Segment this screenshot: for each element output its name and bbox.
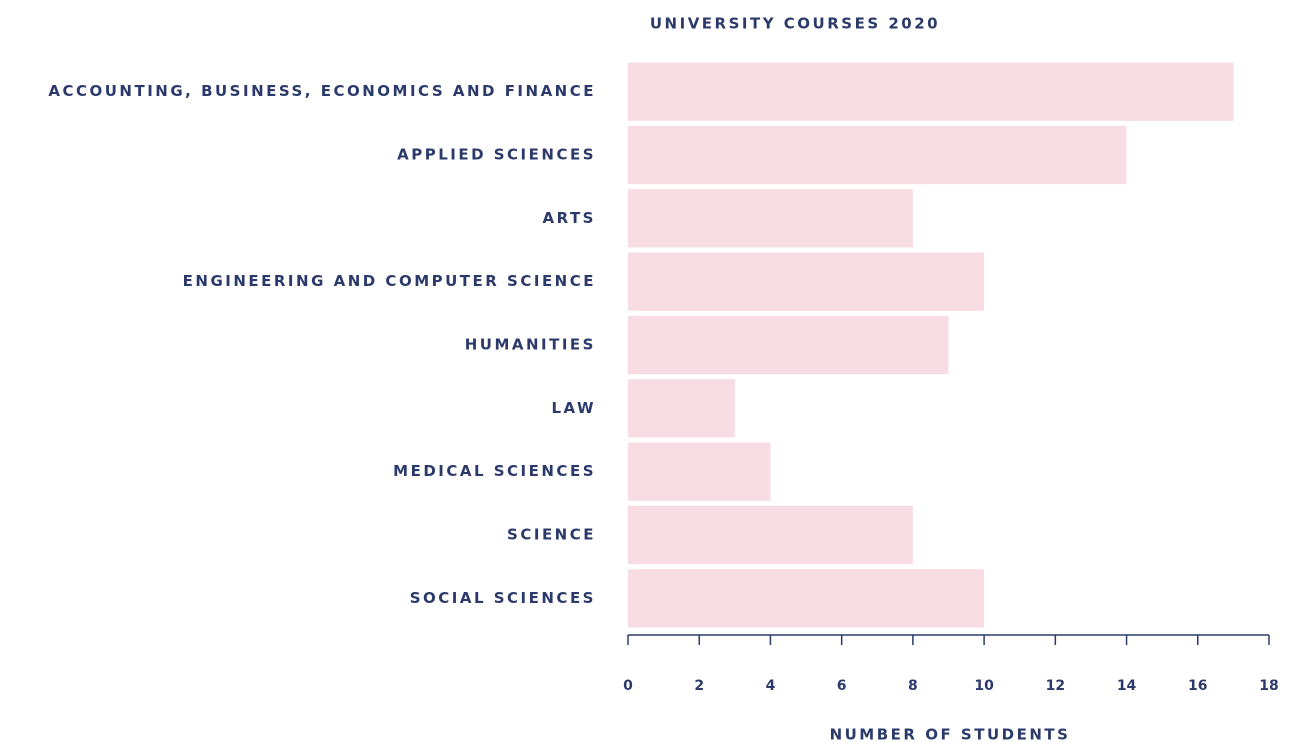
bar <box>628 252 985 311</box>
x-tick-label: 6 <box>837 678 847 694</box>
chart-title: UNIVERSITY COURSES 2020 <box>650 15 940 33</box>
bar <box>628 125 1127 185</box>
x-tick-label: 12 <box>1046 678 1065 694</box>
x-tick-label: 8 <box>908 678 918 694</box>
y-tick-label: SOCIAL SCIENCES <box>410 589 596 607</box>
x-tick-label: 16 <box>1188 678 1207 694</box>
y-tick-label: ARTS <box>542 209 596 227</box>
bar <box>628 505 913 565</box>
bar <box>628 62 1234 121</box>
x-tick-label: 10 <box>974 678 994 694</box>
y-tick-label: LAW <box>551 399 596 417</box>
x-tick-label: 2 <box>694 678 704 694</box>
x-tick-label: 18 <box>1259 678 1278 694</box>
y-tick-label: SCIENCE <box>507 526 596 544</box>
y-tick-label: ACCOUNTING, BUSINESS, ECONOMICS AND FINA… <box>48 82 596 100</box>
bar <box>628 379 735 438</box>
x-tick-label: 4 <box>766 678 776 694</box>
y-tick-label: MEDICAL SCIENCES <box>393 462 596 480</box>
y-tick-label: ENGINEERING AND COMPUTER SCIENCE <box>183 272 596 290</box>
y-tick-label: APPLIED SCIENCES <box>397 146 596 164</box>
bar <box>628 315 949 375</box>
y-tick-label: HUMANITIES <box>465 336 596 354</box>
bar <box>628 569 985 628</box>
bar <box>628 442 771 501</box>
x-axis-label: NUMBER OF STUDENTS <box>830 726 1071 742</box>
x-tick-label: 14 <box>1117 678 1137 694</box>
bar <box>628 189 913 248</box>
x-tick-label: 0 <box>623 678 633 694</box>
